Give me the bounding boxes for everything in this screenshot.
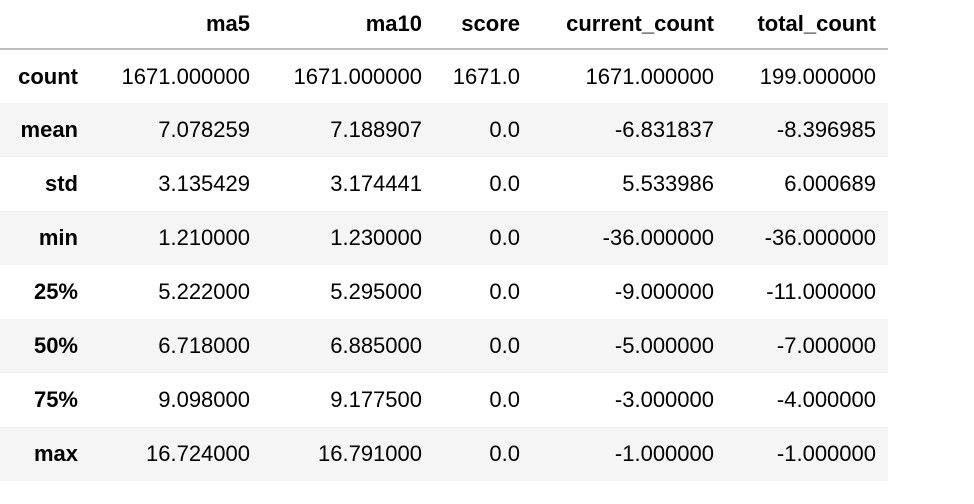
table-cell: 1671.000000 [293,63,422,89]
table-cell: 6.000689 [784,171,876,196]
table-cell: 1671.000000 [585,63,714,89]
table-cell: 6.885000 [330,333,422,358]
table-cell: -9.000000 [614,279,714,304]
table-cell: 0.0 [489,333,520,358]
table-cell: -8.396985 [776,117,876,142]
table-cell: 9.098000 [158,387,250,412]
dataframe-output: ma5 ma10 score current_count total_count… [0,0,888,481]
table-cell: 0.0 [489,171,520,196]
column-header-ma10: ma10 [262,0,434,50]
table-cell: -11.000000 [766,279,876,304]
table-cell: 16.724000 [146,441,250,466]
table-cell: -5.000000 [614,333,714,358]
table-cell: -1.000000 [776,441,876,466]
header-row: ma5 ma10 score current_count total_count [0,0,888,50]
table-cell: -36.000000 [602,225,714,250]
table-cell: 3.174441 [330,171,422,196]
row-index: max [33,441,78,466]
table-cell: 6.718000 [158,333,250,358]
table-cell: 7.188907 [330,117,422,142]
column-header-score: score [434,0,532,50]
table-cell: 0.0 [489,387,520,412]
table-row: 75% 9.098000 9.177500 0.0 -3.000000 -4.0… [0,373,888,427]
table-cell: 9.177500 [330,387,422,412]
table-cell: 3.135429 [158,171,250,196]
table-cell: 0.0 [489,441,520,466]
table-cell: 1.210000 [158,225,250,250]
index-header [0,0,90,50]
table-cell: 7.078259 [158,117,250,142]
table-row: std 3.135429 3.174441 0.0 5.533986 6.000… [0,157,888,211]
table-cell: -36.000000 [764,225,876,250]
table-row: 50% 6.718000 6.885000 0.0 -5.000000 -7.0… [0,319,888,373]
row-index: min [38,225,78,250]
table-cell: -4.000000 [776,387,876,412]
column-header-ma5: ma5 [90,0,262,50]
row-index: 25% [33,279,78,304]
table-cell: -6.831837 [614,117,714,142]
row-index: 50% [33,333,78,358]
describe-table: ma5 ma10 score current_count total_count… [0,0,888,481]
row-index: count [18,63,78,89]
table-cell: 1671.000000 [121,63,250,89]
table-cell: 199.000000 [759,63,876,89]
table-row: mean 7.078259 7.188907 0.0 -6.831837 -8.… [0,103,888,157]
table-cell: 5.533986 [622,171,714,196]
row-index: mean [20,117,78,142]
table-cell: 0.0 [489,117,520,142]
table-row: 25% 5.222000 5.295000 0.0 -9.000000 -11.… [0,265,888,319]
table-row: min 1.210000 1.230000 0.0 -36.000000 -36… [0,211,888,265]
table-cell: -7.000000 [776,333,876,358]
table-cell: 1.230000 [330,225,422,250]
table-cell: 16.791000 [318,441,422,466]
table-cell: -3.000000 [614,387,714,412]
table-cell: 5.222000 [158,279,250,304]
table-row: max 16.724000 16.791000 0.0 -1.000000 -1… [0,427,888,481]
row-index: std [45,171,78,196]
table-cell: 0.0 [489,225,520,250]
table-cell: 1671.0 [452,63,520,89]
column-header-current-count: current_count [532,0,726,50]
table-row: count 1671.000000 1671.000000 1671.0 167… [0,49,888,103]
row-index: 75% [33,387,78,412]
table-cell: 0.0 [489,279,520,304]
column-header-total-count: total_count [726,0,888,50]
table-cell: 5.295000 [330,279,422,304]
table-cell: -1.000000 [614,441,714,466]
